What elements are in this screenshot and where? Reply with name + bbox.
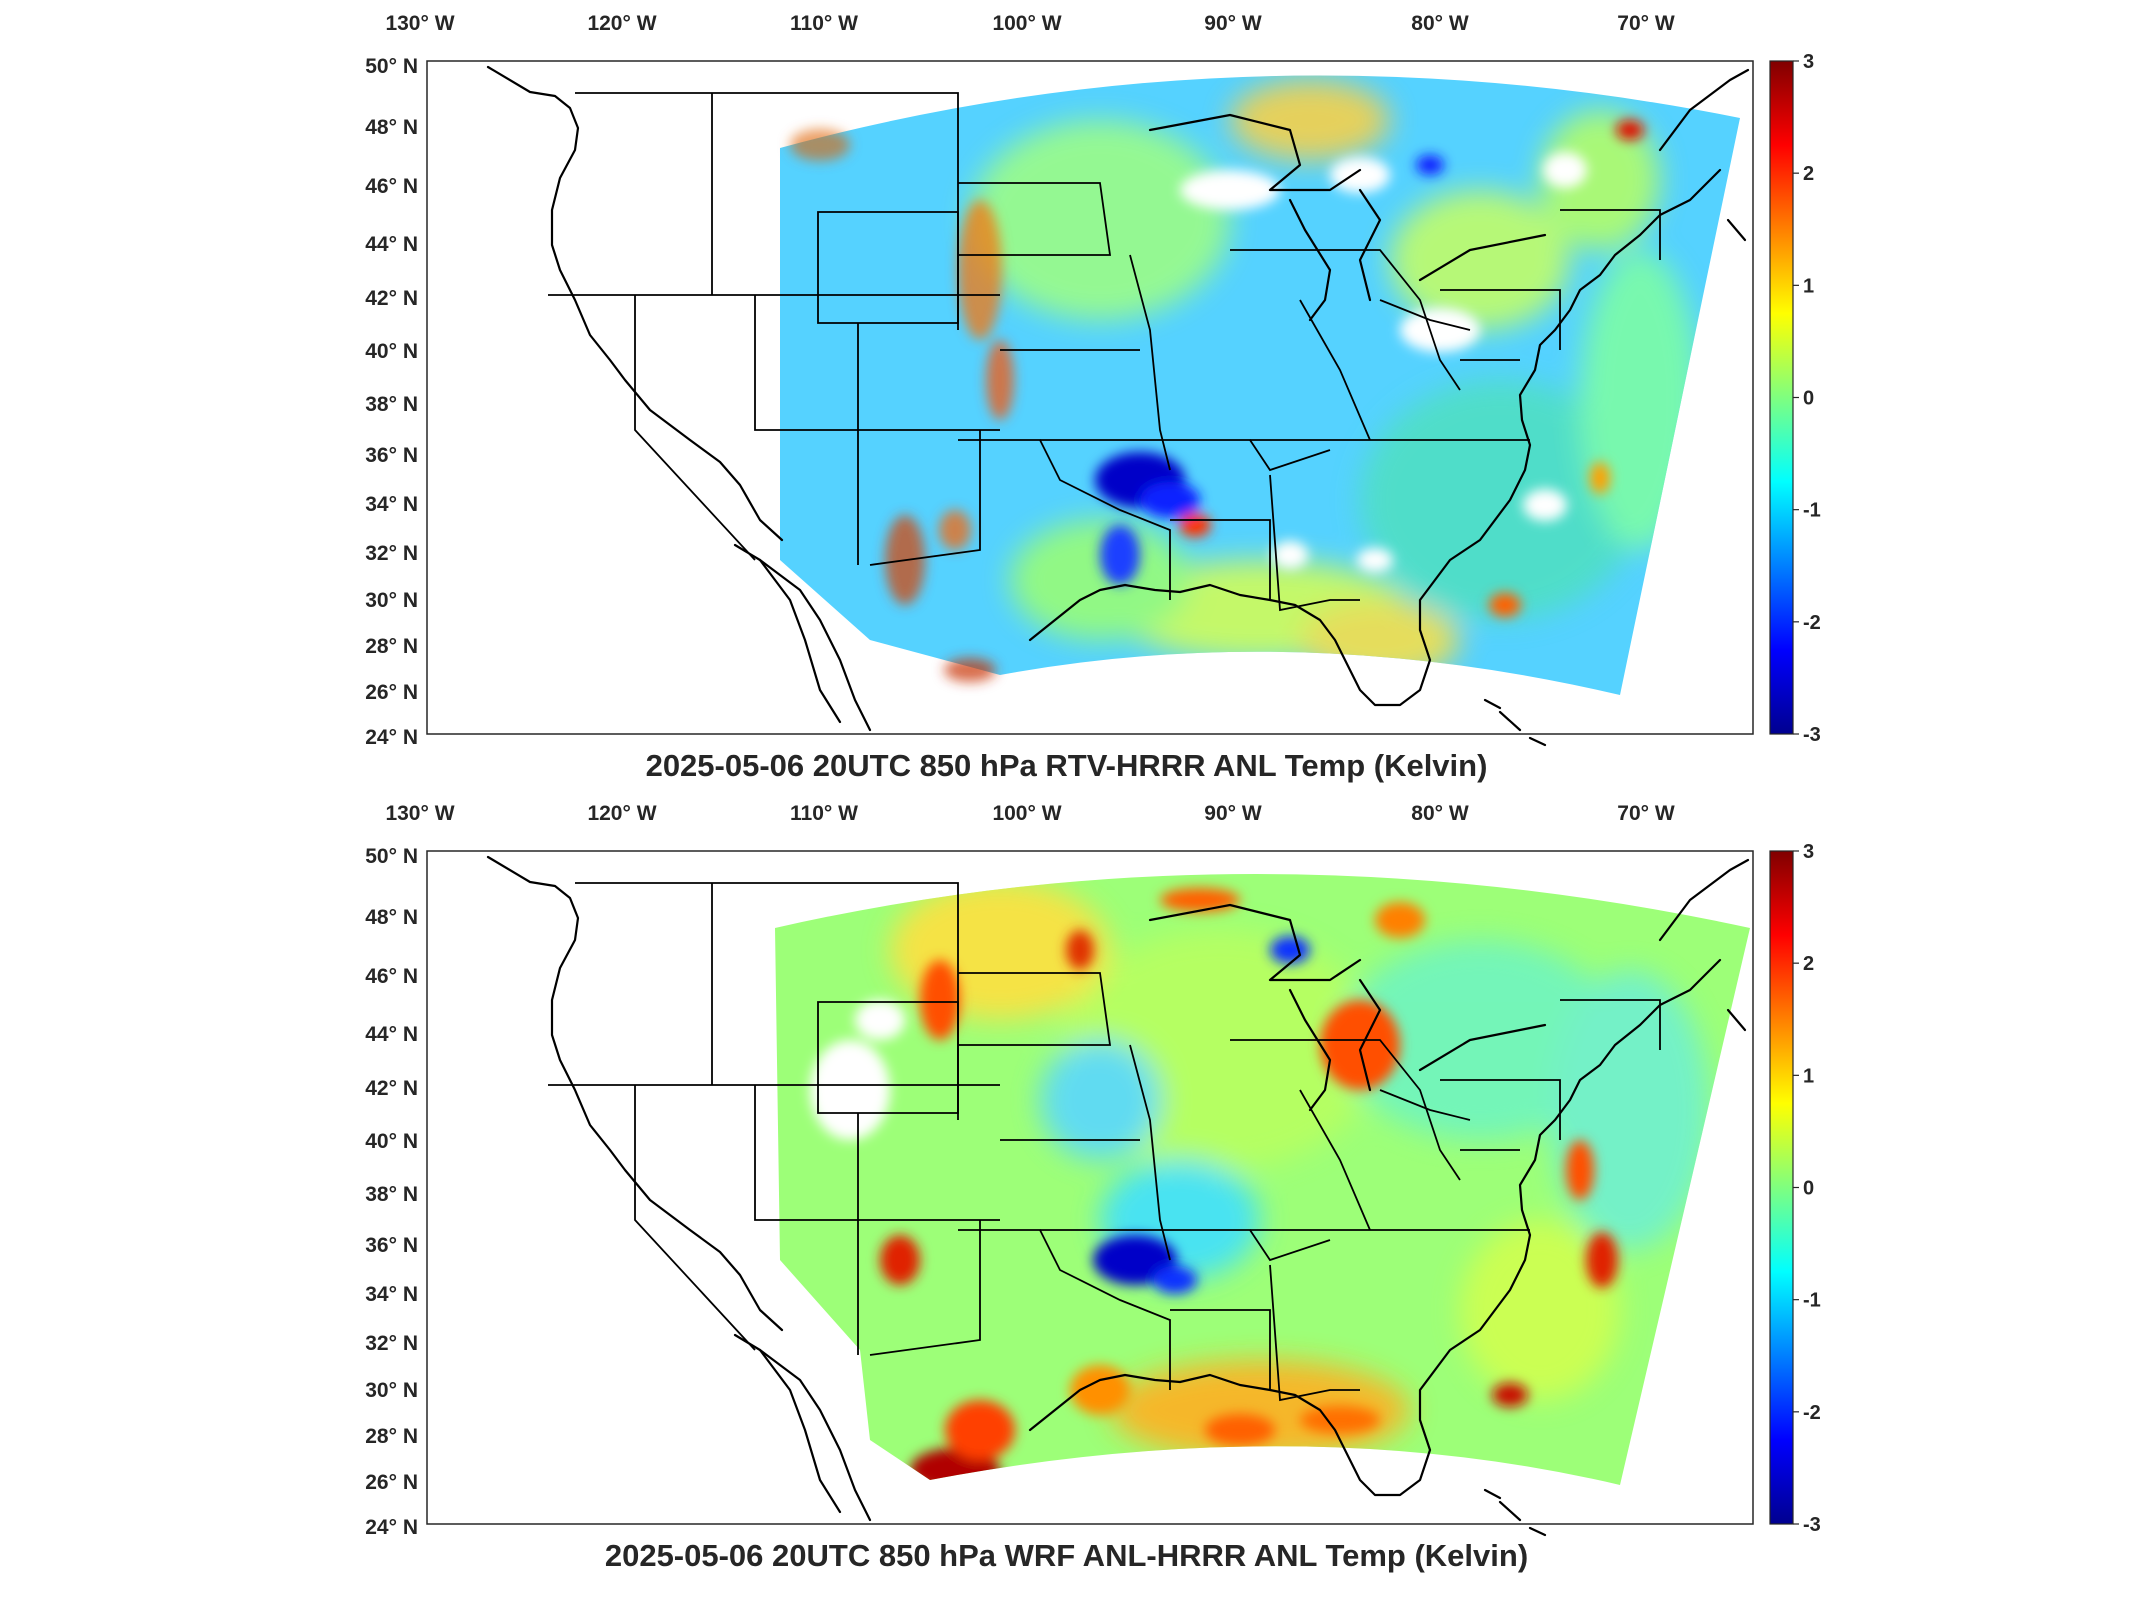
longitude-label: 80° W [1411,12,1469,35]
latitude-label: 44° N [365,233,418,256]
latitude-label: 42° N [365,287,418,310]
longitude-label: 90° W [1204,802,1262,825]
panel-title: 2025-05-06 20UTC 850 hPa WRF ANL-HRRR AN… [604,1538,1529,1573]
latitude-label: 24° N [365,726,418,749]
colorbar-gradient [1769,60,1794,735]
latitude-label: 32° N [365,542,418,565]
latitude-label: 36° N [365,444,418,467]
map-figure-top: 130° W 120° W 110° W 100° W 90° W 80° W 70° W … [365,12,1821,749]
colorbar-tick-label: -2 [1803,1402,1821,1424]
data-field [780,75,1740,696]
latitude-label: 50° N [365,55,418,78]
state-boundaries [548,882,1661,1402]
colorbar: 3 2 1 0 -1 -2 -3 [1769,51,1821,746]
latitude-label: 30° N [365,1379,418,1402]
colorbar: 3 2 1 0 -1 -2 -3 [1769,841,1821,1536]
latitude-labels: 50° N 48° N 46° N 44° N 42° N 40° N 38° N 36° N… [365,55,418,749]
latitude-label: 32° N [365,1332,418,1355]
colorbar-tick-label: -1 [1803,500,1821,522]
latitude-label: 46° N [365,175,418,198]
state-boundaries [548,92,1661,612]
longitude-label: 130° W [385,802,454,825]
longitude-label: 90° W [1204,12,1262,35]
map-panel-bottom: 130° W 120° W 110° W 100° W 90° W 80° W 70° W … [0,790,2133,1580]
data-field [775,874,1750,1485]
map-figure-bottom: 130° W 120° W 110° W 100° W 90° W 80° W 70° W … [365,802,1821,1539]
longitude-label: 70° W [1617,802,1675,825]
latitude-label: 40° N [365,1130,418,1153]
colorbar-tick-label: -2 [1803,612,1821,634]
latitude-label: 44° N [365,1023,418,1046]
colorbar-gradient [1769,850,1794,1525]
latitude-label: 46° N [365,965,418,988]
panel-title: 2025-05-06 20UTC 850 hPa RTV-HRRR ANL Te… [645,748,1488,783]
longitude-label: 80° W [1411,802,1469,825]
coastline [486,65,1750,747]
longitude-label: 120° W [587,802,656,825]
map-panel-top: 130° W 120° W 110° W 100° W 90° W 80° W 70° W … [0,0,2133,790]
plot-frame [426,60,1754,735]
coastline [486,855,1750,1537]
latitude-label: 42° N [365,1077,418,1100]
latitude-label: 30° N [365,589,418,612]
longitude-label: 110° W [790,12,858,35]
longitude-labels: 130° W 120° W 110° W 100° W 90° W 80° W 70° W [385,802,1674,825]
latitude-label: 34° N [365,493,418,516]
plot-frame [426,850,1754,1525]
latitude-label: 48° N [365,116,418,139]
colorbar-tick-label: 0 [1803,388,1814,410]
colorbar-tick-label: 2 [1803,953,1814,975]
latitude-label: 28° N [365,635,418,658]
latitude-label: 36° N [365,1234,418,1257]
colorbar-tick-label: 3 [1803,841,1814,863]
colorbar-tick-label: 1 [1803,1065,1814,1087]
colorbar-tick-label: 2 [1803,163,1814,185]
longitude-label: 110° W [790,802,858,825]
colorbar-tick-label: 0 [1803,1178,1814,1200]
latitude-label: 38° N [365,1183,418,1206]
latitude-label: 48° N [365,906,418,929]
great-lakes [1148,113,1547,322]
colorbar-tick-label: 1 [1803,275,1814,297]
latitude-label: 26° N [365,1471,418,1494]
latitude-label: 24° N [365,1516,418,1539]
latitude-labels: 50° N 48° N 46° N 44° N 42° N 40° N 38° N 36° N… [365,845,418,1539]
longitude-label: 70° W [1617,12,1675,35]
longitude-label: 120° W [587,12,656,35]
colorbar-tick-label: -3 [1803,724,1821,746]
longitude-label: 100° W [992,802,1061,825]
latitude-label: 26° N [365,681,418,704]
latitude-label: 38° N [365,393,418,416]
latitude-label: 40° N [365,340,418,363]
colorbar-tick-label: -1 [1803,1290,1821,1312]
great-lakes [1148,903,1547,1112]
latitude-label: 28° N [365,1425,418,1448]
colorbar-tick-label: -3 [1803,1514,1821,1536]
latitude-label: 50° N [365,845,418,868]
longitude-label: 130° W [385,12,454,35]
longitude-label: 100° W [992,12,1061,35]
colorbar-tick-label: 3 [1803,51,1814,73]
latitude-label: 34° N [365,1283,418,1306]
longitude-labels: 130° W 120° W 110° W 100° W 90° W 80° W 70° W [385,12,1674,35]
